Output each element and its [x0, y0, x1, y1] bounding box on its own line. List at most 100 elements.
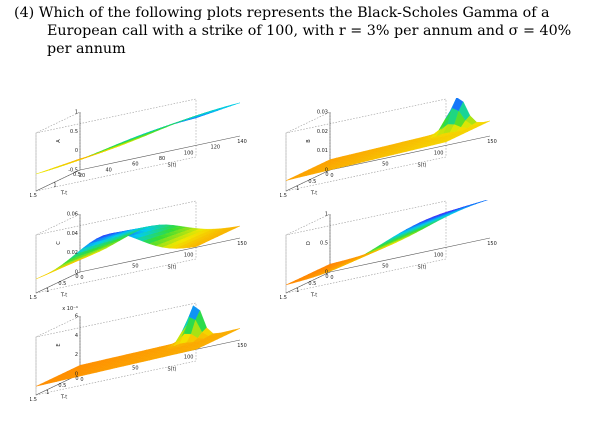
z-tick-label: 0: [75, 372, 78, 378]
surface-plot-c: 0.06 0.04 0.02 00 50 100 150 1.5 1 0.5 0 S(t) T-t C: [30, 200, 247, 302]
x-axis-label: S(t): [167, 162, 176, 168]
surface-mesh: [35, 305, 241, 387]
z-scale-prefix: x 10⁻⁴: [62, 306, 78, 312]
plot-labels: 0.06 0.04 0.02 00 50 100 150 1.5 1 0.5 0 S(t) T-t C: [30, 212, 247, 302]
surface-mesh: [285, 200, 488, 286]
plot-axes: [35, 98, 241, 192]
z-tick-label: 0.5: [320, 241, 328, 247]
plot-c: 0.06 0.04 0.02 0 0 50 100 150 1.5 1 0.5 0 S(t) T-t C: [30, 200, 330, 325]
y-tick-label: 1: [46, 288, 49, 294]
x-tick-label: 100: [434, 252, 444, 258]
plot-a: 1 0.5 0 -0.5 20 40 60 80 100 120 140 1.5 1 0.5 S(t) T-t…: [30, 98, 330, 223]
x-tick-label: 50: [132, 366, 138, 372]
y-tick-label: 0.5: [73, 172, 81, 178]
z-axis-label: C: [56, 241, 62, 245]
y-tick-label: 0.5: [58, 281, 66, 287]
surface-patch: [478, 200, 488, 203]
plot-axes: [285, 98, 491, 192]
x-tick-label: 40: [105, 167, 111, 173]
z-tick-label: 0: [75, 270, 78, 276]
surface-patch: [228, 102, 241, 107]
surface-plot-e: 6 4 2 00 50 100 150 1.5 1 0.5 0 S(t) T-t Ex 10⁻⁴: [30, 302, 247, 403]
z-tick-label: 4: [75, 333, 78, 339]
x-tick-label: 60: [132, 162, 138, 168]
plot-axes: [35, 200, 241, 294]
x-tick-label: 100: [184, 252, 194, 258]
x-tick-label: 150: [237, 241, 247, 247]
z-tick-label: 2: [75, 352, 78, 358]
z-tick-label: 0.5: [70, 129, 78, 135]
y-tick-label: 0.5: [308, 179, 316, 185]
z-axis-label: D: [306, 241, 312, 245]
plot-labels: 6 4 2 00 50 100 150 1.5 1 0.5 0 S(t) T-t Ex 10⁻⁴: [30, 306, 247, 403]
x-tick-label: 50: [382, 264, 388, 270]
z-tick-label: 0.06: [67, 212, 78, 218]
z-tick-label: -0.5: [68, 168, 78, 174]
y-tick-label: 1.5: [30, 295, 37, 301]
x-tick-label: 50: [132, 264, 138, 270]
x-tick-label: 120: [211, 145, 221, 151]
y-axis-label: T-t: [60, 293, 67, 299]
y-axis-label: T-t: [60, 191, 67, 197]
x-tick-label: 150: [487, 139, 497, 145]
x-tick-label: 100: [184, 354, 194, 360]
z-axis-label: A: [56, 139, 62, 143]
x-tick-label: 140: [237, 139, 247, 145]
surface-plot-a: 1 0.5 0 -0.520 40 60 80 100 120 140 1.5 1 0.5 S(t) T-t…: [30, 98, 247, 200]
x-tick-label: 20: [79, 173, 85, 179]
question-text: (4) Which of the following plots represe…: [14, 4, 589, 58]
z-tick-label: 6: [75, 314, 78, 320]
z-tick-label: 0.02: [317, 129, 328, 135]
question-line-2: European call with a strike of 100, with…: [47, 23, 572, 39]
plot-b: 0.03 0.02 0.01 0 0 50 100 150 1.5 1 0.5 0 S(t) T-t B: [280, 98, 580, 223]
y-tick-label: 1: [46, 390, 49, 396]
z-tick-label: 0.04: [67, 231, 78, 237]
x-tick-label: 0: [80, 275, 83, 281]
surface-mesh: [35, 224, 241, 280]
z-tick-label: 1: [75, 110, 78, 116]
x-axis-label: S(t): [167, 366, 176, 372]
x-tick-label: 0: [330, 173, 333, 179]
z-axis-label: E: [56, 343, 62, 346]
surface-plot-d: 1 0.5 00 50 100 150 1.5 1 0.5 0 S(t) T-t D: [280, 200, 497, 302]
surface-mesh: [35, 102, 241, 175]
x-axis-label: S(t): [417, 162, 426, 168]
y-tick-label: 1.5: [280, 193, 287, 199]
x-tick-label: 50: [382, 162, 388, 168]
z-axis-label: B: [306, 139, 312, 143]
y-tick-label: 0: [325, 274, 328, 280]
x-axis-label: S(t): [417, 264, 426, 270]
plot-labels: 1 0.5 00 50 100 150 1.5 1 0.5 0 S(t) T-t D: [280, 212, 497, 302]
question-line-1: (4) Which of the following plots represe…: [14, 5, 550, 21]
plot-d: 1 0.5 0 0 50 100 150 1.5 1 0.5 0 S(t) T-t D: [280, 200, 580, 325]
question-line-3: per annum: [47, 41, 126, 57]
x-tick-label: 150: [237, 343, 247, 349]
y-tick-label: 0.5: [308, 281, 316, 287]
surface-plot-b: 0.03 0.02 0.01 00 50 100 150 1.5 1 0.5 0 S(t) T-t B: [280, 98, 497, 200]
plot-axes: [285, 200, 491, 294]
x-tick-label: 150: [487, 241, 497, 247]
plot-axes: [35, 302, 241, 396]
z-tick-label: 0: [75, 148, 78, 154]
surface-mesh: [285, 98, 491, 181]
y-tick-label: 0.5: [58, 383, 66, 389]
x-tick-label: 0: [330, 275, 333, 281]
z-tick-label: 0: [325, 270, 328, 276]
x-tick-label: 100: [434, 150, 444, 156]
x-axis-label: S(t): [167, 264, 176, 270]
plot-labels: 1 0.5 0 -0.520 40 60 80 100 120 140 1.5 1 0.5 S(t) T-t…: [30, 110, 247, 200]
y-tick-label: 1: [53, 183, 56, 189]
y-tick-label: 1: [296, 186, 299, 192]
y-axis-label: T-t: [310, 293, 317, 299]
z-tick-label: 1: [325, 212, 328, 218]
z-tick-label: 0.03: [317, 110, 328, 116]
x-tick-label: 80: [159, 156, 165, 162]
y-axis-label: T-t: [310, 191, 317, 197]
z-tick-label: 0.02: [67, 250, 78, 256]
y-tick-label: 0: [75, 274, 78, 280]
plot-labels: 0.03 0.02 0.01 00 50 100 150 1.5 1 0.5 0 S(t) T-t B: [280, 110, 497, 200]
y-tick-label: 0: [75, 376, 78, 382]
y-tick-label: 1.5: [30, 397, 37, 403]
z-tick-label: 0: [325, 168, 328, 174]
x-tick-label: 0: [80, 377, 83, 383]
